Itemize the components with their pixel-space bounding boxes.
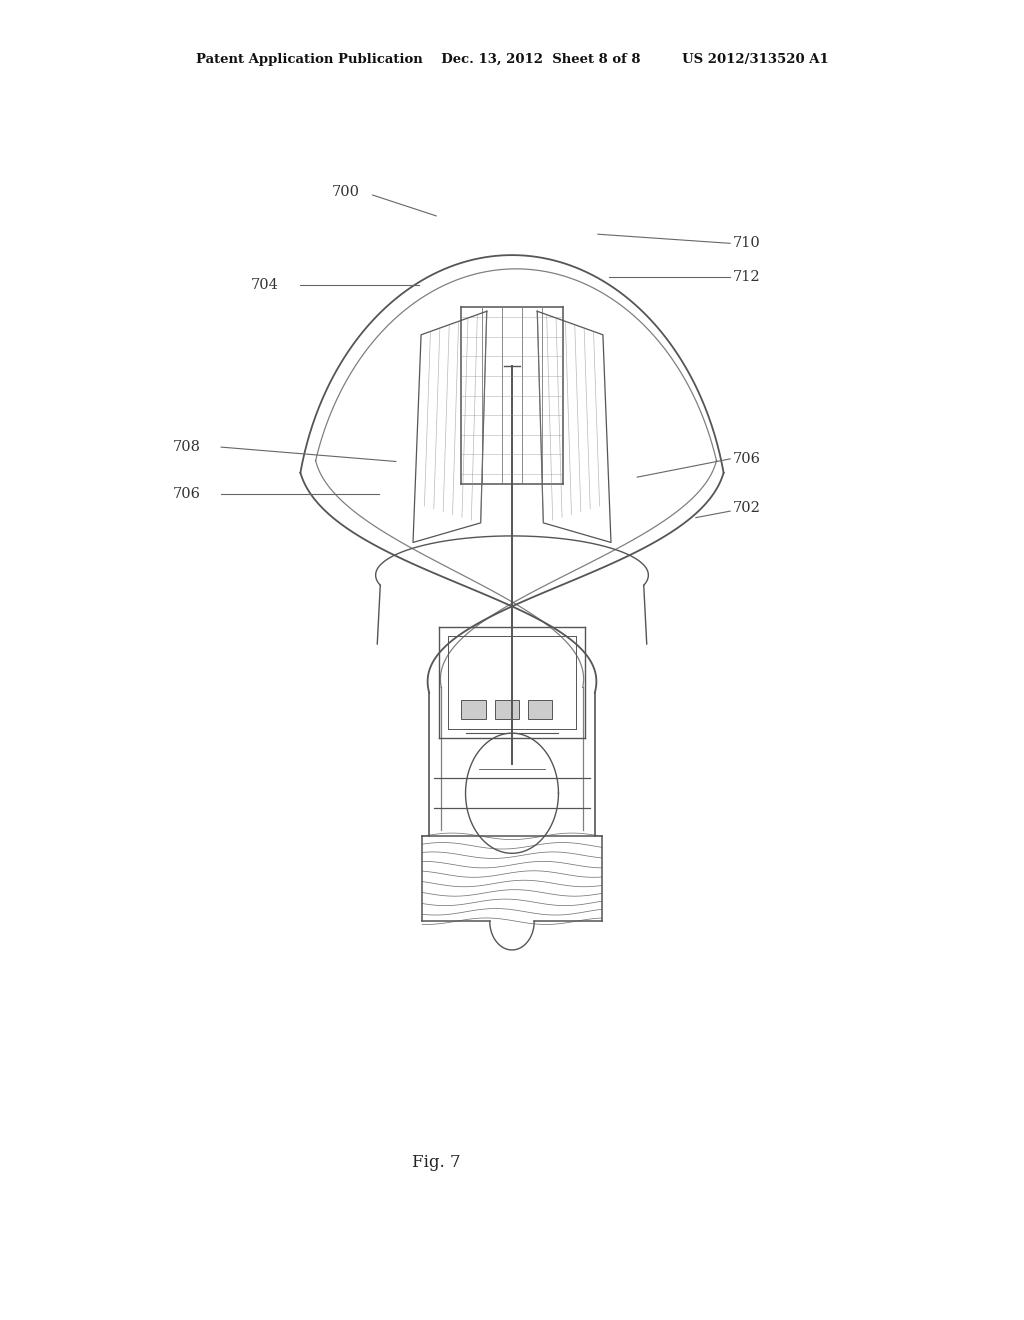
Text: Fig. 7: Fig. 7 <box>412 1155 461 1171</box>
FancyBboxPatch shape <box>528 701 552 719</box>
Text: 712: 712 <box>732 271 760 284</box>
Text: 706: 706 <box>732 451 761 466</box>
FancyBboxPatch shape <box>495 701 519 719</box>
Text: 710: 710 <box>732 236 760 251</box>
Text: 700: 700 <box>332 185 359 199</box>
Text: 702: 702 <box>732 502 760 516</box>
Text: Patent Application Publication    Dec. 13, 2012  Sheet 8 of 8         US 2012/31: Patent Application Publication Dec. 13, … <box>196 53 828 66</box>
Text: 708: 708 <box>173 440 201 454</box>
Text: 704: 704 <box>251 279 279 292</box>
FancyBboxPatch shape <box>462 701 485 719</box>
Text: 706: 706 <box>173 487 201 502</box>
